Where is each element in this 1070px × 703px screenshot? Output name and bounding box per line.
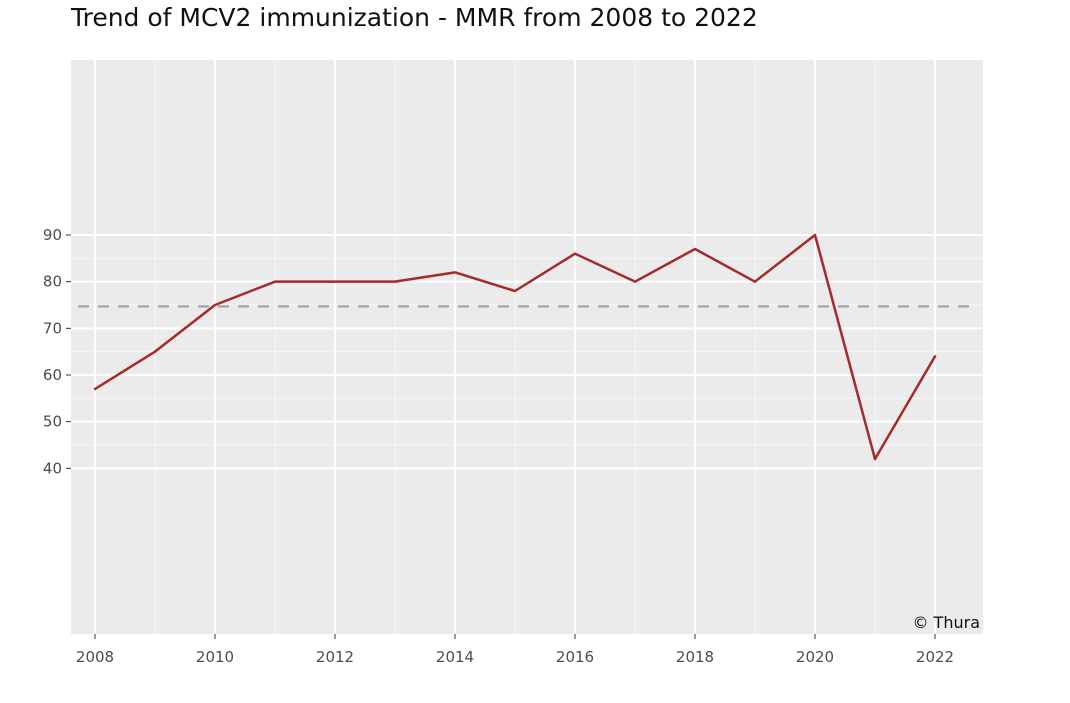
series-group <box>93 233 937 461</box>
y-tick-label: 90 <box>43 226 62 244</box>
x-tick-label: 2010 <box>196 648 234 666</box>
grid-lines <box>71 60 983 634</box>
chart-title: Trend of MCV2 immunization - MMR from 20… <box>71 3 758 32</box>
x-tick-label: 2016 <box>556 648 594 666</box>
x-tick-label: 2014 <box>436 648 474 666</box>
y-tick-label: 80 <box>43 273 62 291</box>
x-tick-label: 2022 <box>916 648 954 666</box>
x-tick-label: 2012 <box>316 648 354 666</box>
y-tick-label: 50 <box>43 413 62 431</box>
x-tick-label: 2008 <box>76 648 114 666</box>
caption-text: © Thura <box>912 613 980 632</box>
y-tick-label: 60 <box>43 366 62 384</box>
y-tick-label: 40 <box>43 459 62 477</box>
plot-panel <box>71 60 983 634</box>
x-tick-label: 2020 <box>796 648 834 666</box>
axes: 40 50 60 70 80 90 2008 2010 2012 2014 2016 2018 2020… <box>43 226 954 666</box>
y-tick-label: 70 <box>43 319 62 337</box>
series-line <box>93 233 937 461</box>
x-tick-label: 2018 <box>676 648 714 666</box>
